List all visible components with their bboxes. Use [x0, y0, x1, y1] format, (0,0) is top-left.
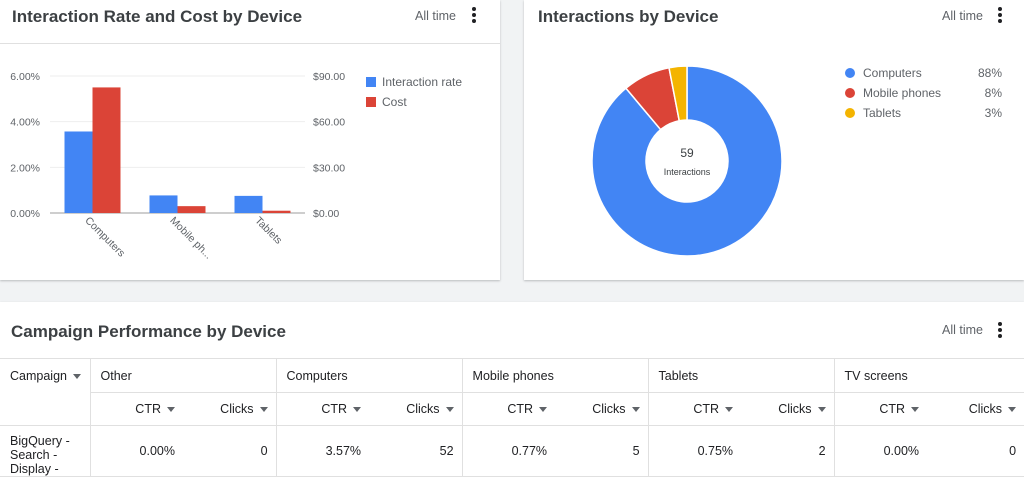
card-header: Interaction Rate and Cost by Device All … — [0, 0, 500, 44]
right-axis-tick-label: $60.00 — [313, 117, 345, 129]
right-axis-tick-label: $0.00 — [313, 208, 339, 220]
interactions-by-device-card: Interactions by Device All time 59 Inter… — [524, 0, 1024, 280]
legend-swatch — [366, 77, 376, 87]
legend-swatch — [366, 97, 376, 107]
bar-cost[interactable] — [92, 87, 121, 213]
left-axis-tick-label: 0.00% — [10, 208, 40, 220]
sort-caret-icon — [353, 407, 362, 413]
ctr-cell: 0.00% — [89, 425, 183, 477]
left-axis-tick-label: 2.00% — [10, 162, 40, 174]
donut-center-label: Interactions — [664, 167, 711, 177]
bar-interaction-rate[interactable] — [149, 195, 178, 213]
group-header-row: Campaign Other Computers Mobile phones T… — [0, 358, 1024, 426]
clicks-column-header[interactable]: Clicks — [555, 392, 649, 426]
ctr-column-header[interactable]: CTR — [275, 392, 370, 426]
donut-chart: 59 Interactions Computers 88% Mobile phone… — [591, 65, 1003, 257]
legend-label[interactable]: Computers — [863, 66, 922, 80]
card-header: Interactions by Device All time — [524, 0, 1024, 44]
campaign-name-cell[interactable]: BigQuery - Search - Display - — [0, 425, 90, 477]
bar-interaction-rate[interactable] — [64, 131, 93, 213]
legend-label[interactable]: Mobile phones — [863, 86, 941, 100]
bar-cost[interactable] — [177, 206, 206, 213]
clicks-cell: 0 — [183, 425, 277, 477]
clicks-cell: 0 — [927, 425, 1024, 477]
ctr-cell: 3.57% — [275, 425, 370, 477]
left-axis-tick-label: 6.00% — [10, 71, 40, 83]
sort-caret-icon — [72, 374, 81, 380]
date-range-label[interactable]: All time — [942, 323, 983, 337]
right-axis-tick-label: $30.00 — [313, 162, 345, 174]
campaign-performance-card: Campaign Performance by Device All time … — [0, 302, 1024, 477]
more-vert-icon[interactable] — [994, 321, 1006, 341]
ctr-cell: 0.77% — [461, 425, 556, 477]
group-header-computers: Computers — [275, 358, 463, 393]
ctr-column-header[interactable]: CTR — [89, 392, 183, 426]
left-axis-tick-label: 4.00% — [10, 117, 40, 129]
sort-caret-icon — [445, 407, 454, 413]
interaction-rate-cost-card: Interaction Rate and Cost by Device All … — [0, 0, 500, 280]
clicks-column-header[interactable]: Clicks — [741, 392, 835, 426]
more-vert-icon[interactable] — [994, 6, 1006, 26]
category-tick-label: Tablets — [252, 215, 284, 247]
sort-caret-icon — [725, 407, 734, 413]
sub-header-row: CTR Clicks CTR Clicks CTR Clicks CTR Cli… — [0, 392, 1024, 426]
ctr-column-header[interactable]: CTR — [461, 392, 556, 426]
right-axis-tick-label: $90.00 — [313, 71, 345, 83]
ctr-column-header[interactable]: CTR — [833, 392, 928, 426]
legend-label[interactable]: Cost — [382, 95, 407, 109]
sort-caret-icon — [167, 407, 175, 413]
campaign-column-header[interactable]: Campaign — [0, 358, 90, 426]
ctr-column-header[interactable]: CTR — [647, 392, 742, 426]
legend-dot — [845, 68, 855, 78]
legend-value: 3% — [985, 106, 1003, 120]
donut-slice-computers[interactable] — [591, 65, 783, 257]
campaign-table: Campaign Other Computers Mobile phones T… — [0, 358, 1024, 477]
legend-dot — [845, 88, 855, 98]
clicks-cell: 5 — [555, 425, 649, 477]
date-range-label[interactable]: All time — [942, 9, 983, 23]
bar-cost[interactable] — [262, 210, 291, 213]
sort-caret-icon — [817, 407, 826, 413]
legend-label[interactable]: Tablets — [863, 106, 901, 120]
sort-caret-icon — [631, 407, 640, 413]
more-vert-icon[interactable] — [468, 6, 480, 26]
card-title: Campaign Performance by Device — [11, 322, 286, 341]
category-tick-label: Mobile ph... — [167, 215, 214, 262]
legend-value: 8% — [985, 86, 1003, 100]
legend-dot — [845, 108, 855, 118]
legend-value: 88% — [978, 66, 1002, 80]
category-tick-label: Computers — [82, 215, 127, 260]
clicks-column-header[interactable]: Clicks — [927, 392, 1024, 426]
group-header-mobile-phones: Mobile phones — [461, 358, 649, 393]
sort-caret-icon — [1008, 407, 1017, 413]
date-range-label[interactable]: All time — [415, 9, 456, 23]
donut-center-value: 59 — [680, 146, 694, 160]
ctr-cell: 0.75% — [647, 425, 742, 477]
bar-interaction-rate[interactable] — [234, 195, 263, 213]
sort-caret-icon — [539, 407, 548, 413]
clicks-cell: 2 — [741, 425, 835, 477]
bar-chart: 0.00% $0.00 2.00% $30.00 4.00% $60.00 6.00% $90… — [10, 71, 462, 262]
group-header-tv-screens: TV screens — [833, 358, 1024, 393]
clicks-column-header[interactable]: Clicks — [183, 392, 277, 426]
sort-caret-icon — [259, 407, 268, 413]
table-row: BigQuery - Search - Display - 0.00% 0 3.… — [0, 425, 1024, 477]
card-title: Interaction Rate and Cost by Device — [12, 7, 303, 26]
group-header-other: Other — [89, 358, 277, 393]
donut-slice-tablets[interactable] — [668, 65, 688, 122]
legend-label[interactable]: Interaction rate — [382, 75, 462, 89]
group-header-tablets: Tablets — [647, 358, 835, 393]
ctr-cell: 0.00% — [833, 425, 928, 477]
sort-caret-icon — [911, 407, 920, 413]
clicks-column-header[interactable]: Clicks — [369, 392, 463, 426]
card-title: Interactions by Device — [538, 7, 719, 26]
clicks-cell: 52 — [369, 425, 463, 477]
